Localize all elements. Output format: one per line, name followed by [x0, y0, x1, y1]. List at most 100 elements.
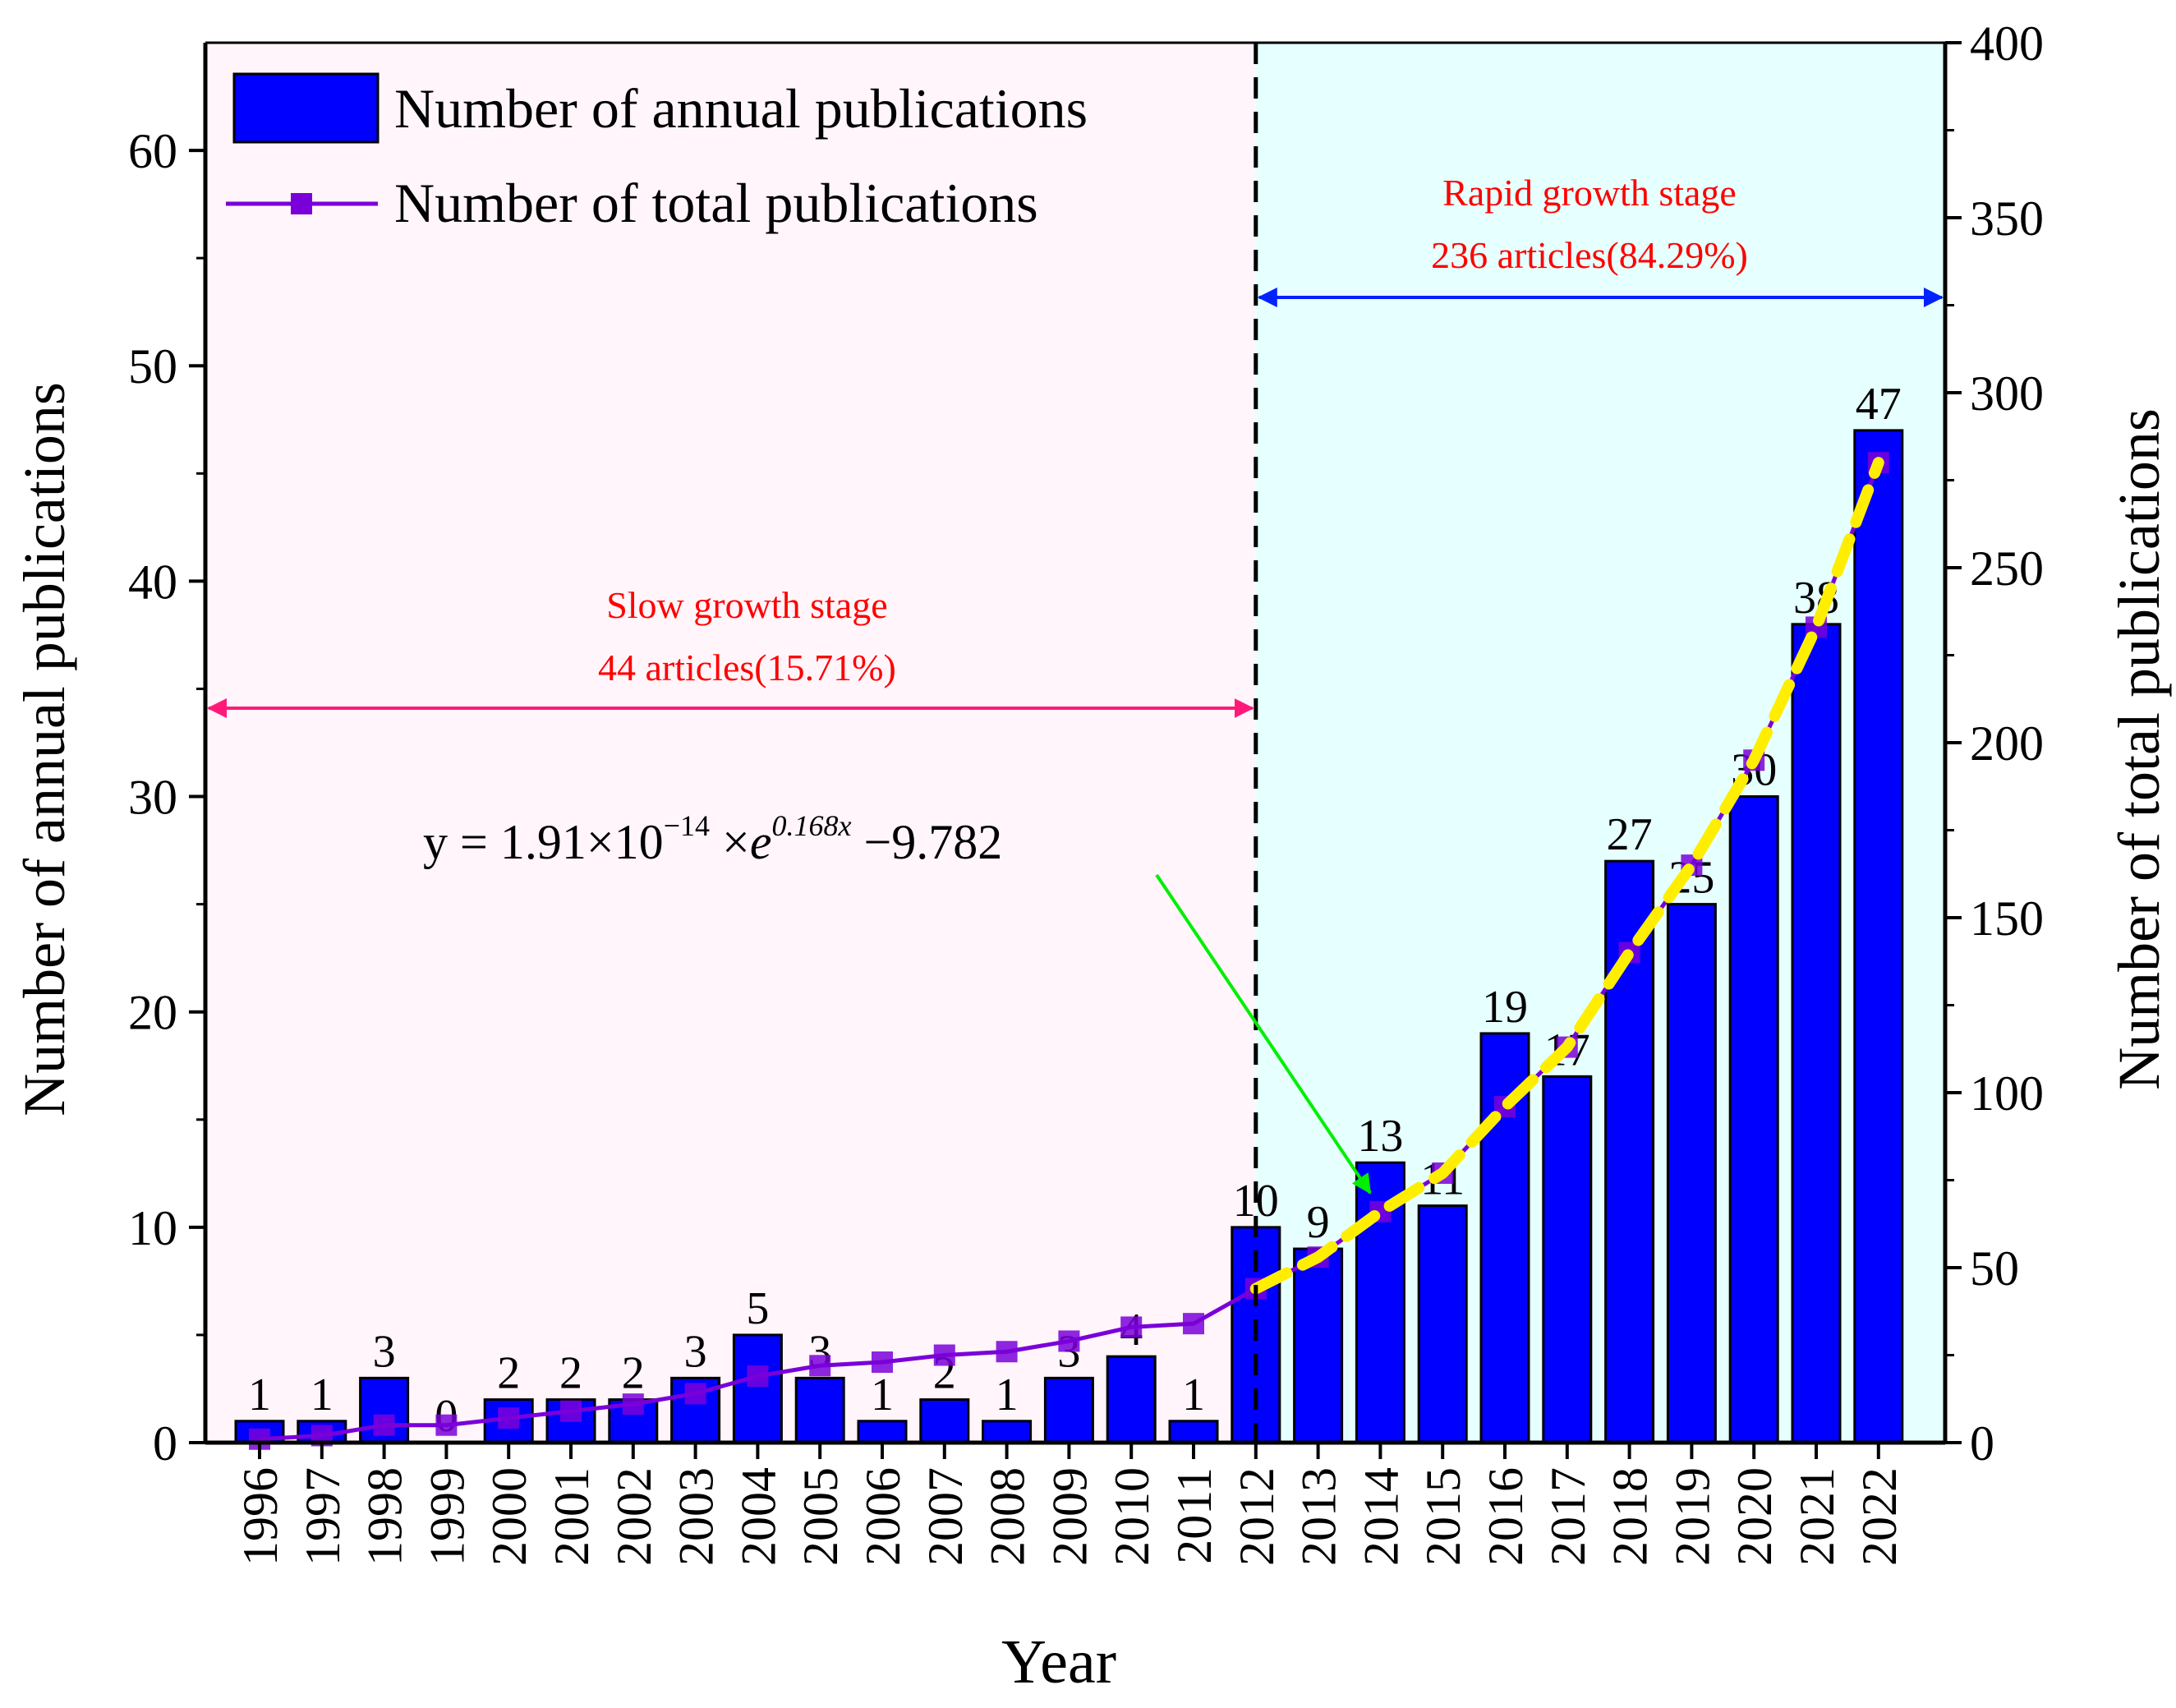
bar-2005: [794, 1376, 845, 1444]
fit-curve: [1249, 457, 1884, 1295]
x-tick-label-2007: 2007: [918, 1467, 973, 1566]
x-tick-label-2013: 2013: [1292, 1467, 1346, 1566]
bar-2019: [1666, 903, 1717, 1444]
x-tick-label-2011: 2011: [1167, 1467, 1221, 1564]
bar-label-2000: 2: [497, 1348, 520, 1399]
fit-equation: y = 1.91×10−14 ×e0.168x −9.782: [423, 809, 1002, 869]
bar-label-2011: 1: [1182, 1370, 1205, 1420]
bar-2004: [732, 1333, 783, 1444]
bar-label-2008: 1: [996, 1370, 1019, 1420]
bar-2015: [1417, 1204, 1468, 1444]
bar-label-2002: 2: [622, 1348, 645, 1399]
total-marker-2008: [996, 1341, 1018, 1363]
total-marker-2000: [498, 1407, 520, 1429]
right-tick-label-0: 0: [1970, 1416, 1994, 1471]
x-tick-label-2006: 2006: [856, 1467, 910, 1566]
bar-2006: [857, 1420, 908, 1444]
right-axis-title: Number of total publications: [2106, 408, 2172, 1090]
left-tick-label-40: 40: [128, 555, 177, 609]
right-tick-label-400: 400: [1970, 16, 2044, 71]
bar-label-2016: 19: [1482, 982, 1528, 1033]
x-tick-label-2002: 2002: [607, 1467, 661, 1566]
total-marker-2005: [809, 1355, 831, 1377]
total-marker-2001: [560, 1400, 582, 1422]
total-marker-2009: [1058, 1330, 1080, 1352]
bar-label-2018: 27: [1607, 809, 1653, 860]
left-tick-label-50: 50: [128, 339, 177, 394]
bar-label-2004: 5: [746, 1283, 769, 1334]
bar-label-2006: 1: [871, 1370, 894, 1420]
rapid-stage-detail: 236 articles(84.29%): [1431, 234, 1748, 276]
x-tick-label-2004: 2004: [731, 1467, 785, 1566]
x-tick-label-2005: 2005: [794, 1467, 848, 1566]
bar-2007: [919, 1398, 970, 1444]
total-marker-1998: [373, 1414, 395, 1436]
slow-stage-detail: 44 articles(15.71%): [598, 647, 896, 688]
x-tick-label-1997: 1997: [296, 1467, 350, 1566]
bar-2011: [1168, 1420, 1219, 1444]
total-marker-2011: [1183, 1313, 1204, 1335]
total-marker-2007: [933, 1344, 955, 1366]
legend-line-marker: [291, 193, 312, 214]
legend-bar-label: Number of annual publications: [394, 77, 1088, 140]
x-tick-label-2016: 2016: [1479, 1467, 1533, 1566]
right-tick-label-200: 200: [1970, 716, 2044, 771]
x-tick-label-2000: 2000: [482, 1467, 536, 1566]
x-tick-label-2001: 2001: [545, 1467, 599, 1566]
slow-stage-title: Slow growth stage: [606, 584, 887, 626]
x-tick-label-2012: 2012: [1230, 1467, 1284, 1566]
x-tick-label-2010: 2010: [1105, 1467, 1159, 1566]
x-tick-label-1998: 1998: [358, 1467, 412, 1566]
x-tick-label-2003: 2003: [669, 1467, 724, 1566]
total-marker-2010: [1120, 1316, 1143, 1338]
right-tick-label-100: 100: [1970, 1066, 2044, 1121]
bar-2013: [1293, 1247, 1344, 1444]
bar-2022: [1853, 429, 1904, 1444]
right-tick-label-50: 50: [1970, 1241, 2019, 1296]
total-marker-1999: [435, 1414, 458, 1436]
x-tick-label-2018: 2018: [1603, 1467, 1658, 1566]
slow-stage-background: [205, 43, 1256, 1443]
x-tick-label-1999: 1999: [420, 1467, 474, 1566]
bar-2017: [1542, 1075, 1593, 1444]
left-tick-label-30: 30: [128, 771, 177, 825]
left-tick-label-10: 10: [128, 1201, 177, 1255]
x-tick-label-2022: 2022: [1852, 1467, 1907, 1566]
rapid-stage-title: Rapid growth stage: [1442, 172, 1737, 214]
bar-label-2014: 13: [1357, 1111, 1403, 1162]
bar-label-2013: 9: [1307, 1197, 1330, 1248]
bar-label-1998: 3: [373, 1326, 396, 1377]
left-tick-label-0: 0: [153, 1416, 177, 1471]
legend-bar-swatch: [232, 72, 380, 144]
x-tick-label-2020: 2020: [1727, 1467, 1782, 1566]
x-tick-label-2009: 2009: [1042, 1467, 1097, 1566]
total-marker-2002: [622, 1393, 644, 1416]
bar-2021: [1791, 623, 1842, 1444]
bar-label-1997: 1: [311, 1370, 334, 1420]
x-axis-title: Year: [1001, 1627, 1116, 1696]
right-tick-label-350: 350: [1970, 191, 2044, 246]
bar-label-2003: 3: [684, 1326, 707, 1377]
left-axis-title: Number of annual publications: [12, 382, 77, 1116]
legend-line-label: Number of total publications: [394, 172, 1038, 234]
bar-label-1996: 1: [248, 1370, 271, 1420]
x-tick-label-2017: 2017: [1541, 1467, 1595, 1566]
total-marker-2006: [872, 1351, 893, 1374]
x-tick-label-2021: 2021: [1790, 1467, 1844, 1566]
total-marker-2004: [747, 1365, 769, 1388]
bar-2008: [982, 1420, 1033, 1444]
left-tick-label-60: 60: [128, 124, 177, 178]
bar-label-2022: 47: [1856, 379, 1902, 430]
x-tick-label-2008: 2008: [981, 1467, 1035, 1566]
total-marker-2003: [684, 1383, 706, 1405]
bar-label-2001: 2: [559, 1348, 582, 1399]
right-tick-label-250: 250: [1970, 541, 2044, 596]
x-tick-label-2015: 2015: [1416, 1467, 1470, 1566]
bar-2010: [1106, 1355, 1157, 1444]
right-tick-label-300: 300: [1970, 366, 2044, 421]
left-tick-label-20: 20: [128, 986, 177, 1040]
x-tick-label-2014: 2014: [1354, 1467, 1408, 1566]
bar-2020: [1728, 795, 1779, 1444]
x-tick-label-2019: 2019: [1665, 1467, 1719, 1566]
